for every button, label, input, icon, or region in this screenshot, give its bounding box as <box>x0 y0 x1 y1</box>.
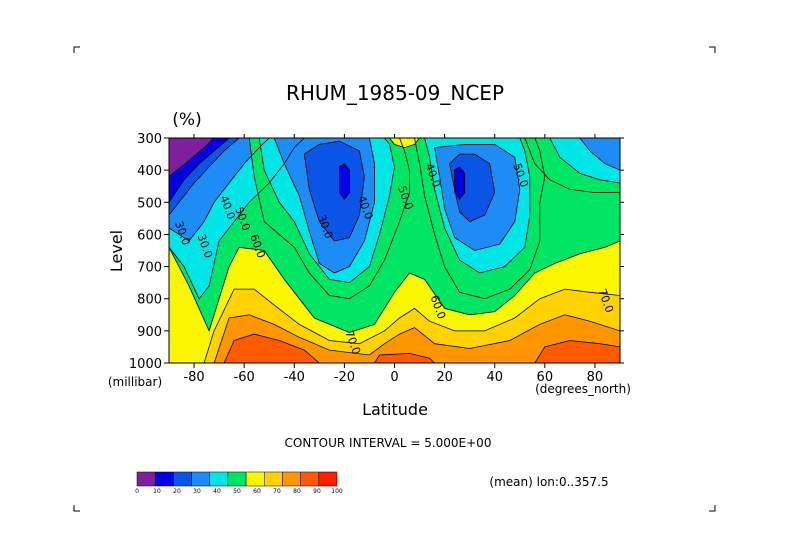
y-tick-label: 600 <box>137 228 162 243</box>
contour-line-sh-dry-40 <box>258 138 395 284</box>
units-label: (%) <box>172 110 201 130</box>
y-tick-label: 1000 <box>129 357 162 372</box>
x-tick-label: 20 <box>436 370 453 385</box>
mean-longitude-text: (mean) lon:0..357.5 <box>489 475 608 489</box>
contour-line-south-0-10 <box>169 138 215 178</box>
colorbar-swatch <box>227 471 247 487</box>
contour-line-south-30-40 <box>169 138 270 242</box>
contour-line-band-70-80 <box>169 288 620 363</box>
contour-line-north-30 <box>579 138 620 171</box>
contour-line-sh-dry-50 <box>248 138 410 300</box>
contour-line-band-90-100-north <box>534 340 620 363</box>
page-corner-marks <box>73 46 716 512</box>
contour-fill-nh-dry-10 <box>454 166 465 200</box>
y-axis: 300 400 500 600 700 800 900 1000 <box>129 132 624 372</box>
colorbar: 0 10 20 30 40 50 60 70 80 90 100 <box>135 471 343 495</box>
y-tick-label: 400 <box>137 164 162 179</box>
x-axis-label: Latitude <box>362 400 428 419</box>
contour-line-band-90-100 <box>223 333 320 363</box>
contour-line-sh-dry-30 <box>273 138 375 274</box>
colorbar-swatch <box>318 471 338 487</box>
contour-fill-sh-dry-10 <box>339 163 350 200</box>
colorbar-tick-label: 90 <box>313 488 321 495</box>
contour-interval-text: CONTOUR INTERVAL = 5.000E+00 <box>285 436 492 450</box>
colorbar-tick-label: 100 <box>331 488 343 495</box>
contour-line-band-90-100-eq <box>374 352 436 363</box>
colorbar-swatch <box>154 471 174 487</box>
contour-fill-north-30 <box>579 138 620 171</box>
y-tick-label: 500 <box>137 196 162 211</box>
contour-line-south-10-20 <box>169 138 230 204</box>
colorbar-tick-label: 80 <box>293 488 301 495</box>
colorbar-tick-label: 60 <box>253 488 261 495</box>
contour-line-sh-dry-10 <box>339 163 350 200</box>
colorbar-tick-label: 70 <box>273 488 281 495</box>
colorbar-swatch <box>173 471 192 487</box>
y-tick-label: 300 <box>137 132 162 147</box>
colorbar-tick-label: 0 <box>135 488 139 495</box>
colorbar-tick-label: 30 <box>193 488 201 495</box>
colorbar-tick-label: 20 <box>173 488 181 495</box>
y-axis-label: Level <box>107 230 126 272</box>
contour-line-band-60-70 <box>169 240 620 363</box>
x-tick-label: -20 <box>334 370 355 385</box>
colorbar-swatch <box>282 471 301 487</box>
contour-line-nh-dry-40 <box>424 138 531 274</box>
contour-line-nh-dry-30 <box>434 144 521 251</box>
colorbar-swatch <box>209 471 229 487</box>
contour-fill-band-90-100-north <box>534 340 620 363</box>
x-tick-label: -40 <box>284 370 305 385</box>
y-tick-label: 700 <box>137 261 162 276</box>
contour-line-nh-dry-10 <box>454 166 466 200</box>
colorbar-swatch <box>136 471 156 487</box>
x-tick-label: 60 <box>537 370 554 385</box>
contour-fill-sh-dry-20 <box>304 141 365 241</box>
colorbar-swatch <box>191 471 210 487</box>
colorbar-swatch <box>264 471 283 487</box>
contour-line-band-80-90 <box>169 314 620 363</box>
y-tick-label: 800 <box>137 293 162 308</box>
contour-line-north-40 <box>549 138 620 184</box>
contour-line-south-40-50 <box>169 138 305 300</box>
x-axis: -80 -60 -40 -20 0 20 40 60 80 <box>183 134 603 385</box>
colorbar-tick-label: 40 <box>213 488 221 495</box>
colorbar-swatch <box>300 471 320 487</box>
contour-line-nh-dry-20 <box>449 153 496 223</box>
x-units-label: (degrees_north) <box>535 382 631 396</box>
x-tick-label: -80 <box>183 370 204 385</box>
contour-line-sh-dry-20 <box>303 140 365 242</box>
contour-fill-band-90-100-eq <box>374 353 435 363</box>
x-tick-label: 80 <box>587 370 604 385</box>
contour-line-north-50 <box>524 138 620 193</box>
contour-line-south-20-30 <box>169 138 240 216</box>
chart-title: RHUM_1985-09_NCEP <box>286 81 504 105</box>
contour-fill-south-0-10 <box>169 138 215 177</box>
y-tick-label: 900 <box>137 325 162 340</box>
colorbar-tick-label: 10 <box>153 488 161 495</box>
colorbar-tick-label: 50 <box>233 488 241 495</box>
colorbar-swatch <box>245 471 265 487</box>
contour-fill-band-90-100 <box>224 334 320 363</box>
y-units-label: (millibar) <box>108 375 162 389</box>
contour-line-nh-dry-50 <box>414 138 546 300</box>
x-tick-label: 0 <box>390 370 398 385</box>
x-tick-label: -60 <box>234 370 255 385</box>
contour-line-eq-top-60 <box>388 138 421 149</box>
x-tick-label: 40 <box>486 370 503 385</box>
plot-area: 30.0 30.040.050.060.030.040.0 50.040.0 50.0… <box>169 138 620 363</box>
